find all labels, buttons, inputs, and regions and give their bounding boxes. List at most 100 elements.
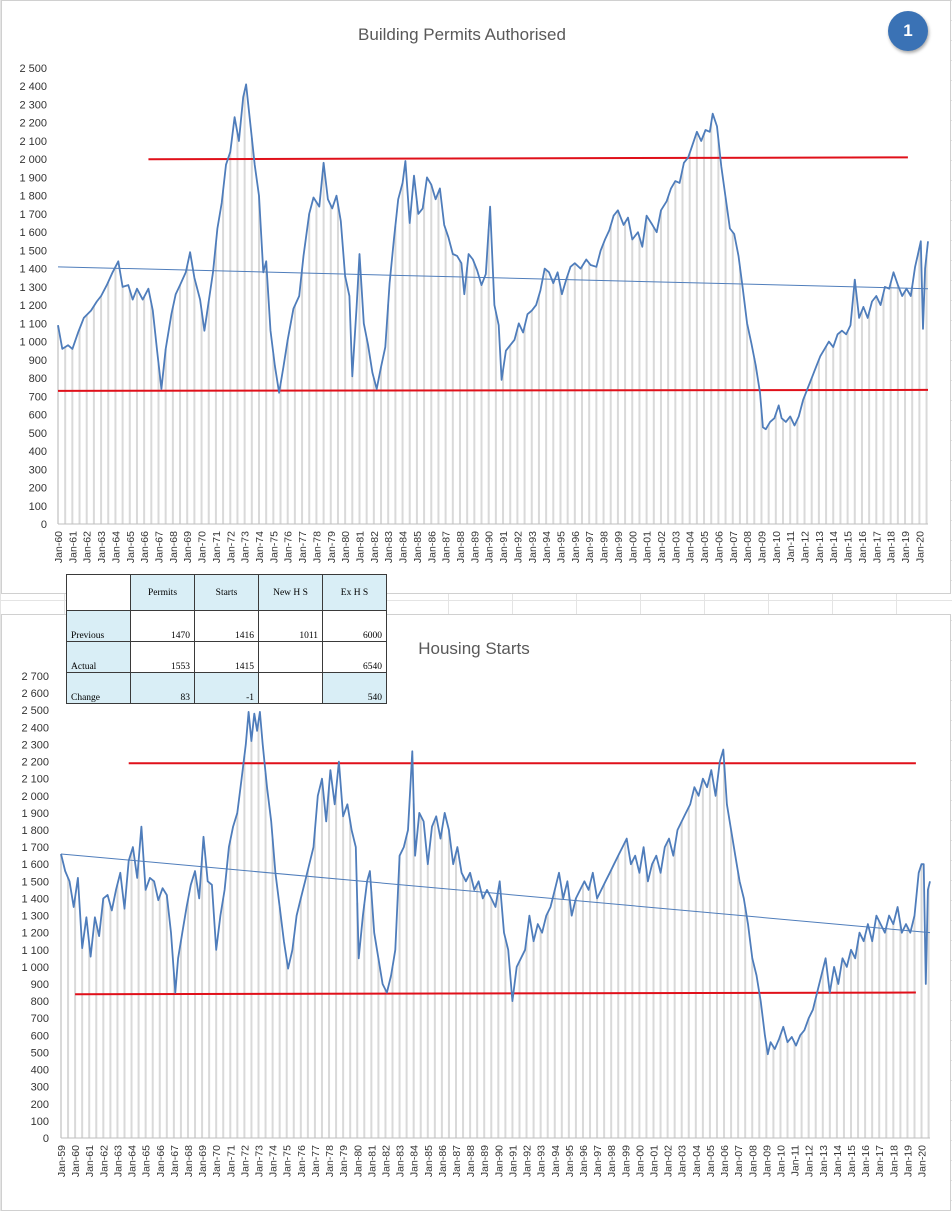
y-tick-label: 1 100 (19, 318, 47, 330)
data-bar (299, 898, 302, 1138)
data-bar (172, 972, 175, 1138)
y-tick-label: 2 500 (21, 705, 49, 717)
y-tick-label: 600 (31, 1030, 49, 1042)
data-bar (158, 896, 161, 1138)
y-tick-label: 2 600 (21, 688, 49, 700)
x-tick-label: Jan-60 (53, 531, 65, 563)
data-bar (408, 223, 411, 525)
y-tick-label: 300 (31, 1082, 49, 1094)
data-bar (832, 347, 835, 524)
x-tick-label: Jan-62 (82, 531, 94, 563)
data-bar (85, 314, 88, 524)
data-bar (384, 989, 387, 1138)
data-bar (473, 263, 476, 524)
data-bar (638, 237, 641, 525)
data-bar (539, 929, 542, 1138)
x-tick-label: Jan-74 (254, 531, 266, 563)
data-bar (744, 907, 747, 1138)
data-bar (329, 205, 332, 524)
data-bar (532, 941, 535, 1138)
x-tick-label: Jan-96 (570, 531, 582, 563)
y-tick-label: 2 200 (21, 757, 49, 769)
x-tick-label: Jan-83 (395, 1145, 407, 1177)
x-tick-label: Jan-91 (498, 531, 510, 563)
x-tick-label: Jan-77 (310, 1145, 322, 1177)
data-bar (609, 225, 612, 525)
y-tick-label: 2 000 (21, 791, 49, 803)
data-bar (423, 198, 426, 524)
y-tick-label: 2 500 (19, 63, 47, 75)
data-bar (645, 215, 648, 524)
stats-cell: 83 (130, 672, 195, 704)
x-tick-label: Jan-04 (691, 1145, 703, 1177)
data-bar (165, 895, 168, 1138)
y-tick-label: 1 900 (21, 808, 49, 820)
data-bar (502, 370, 505, 524)
data-bar (667, 196, 670, 524)
data-bar (825, 346, 828, 524)
x-tick-label: Jan-93 (536, 1145, 548, 1177)
data-bar (875, 296, 878, 524)
x-tick-label: Jan-06 (713, 531, 725, 563)
stats-cell: 6000 (322, 610, 387, 642)
data-bar (800, 1033, 803, 1138)
x-tick-label: Jan-67 (169, 1145, 181, 1177)
chart-building-permits-svg: Building Permits Authorised 0 100 200 300 400… (19, 25, 929, 563)
chart-title: Housing Starts (418, 639, 530, 658)
x-tick-label: Jan-13 (814, 531, 826, 563)
data-bar (264, 772, 267, 1138)
data-bar (469, 872, 472, 1138)
data-bar (451, 254, 454, 524)
y-tick-label: 1 300 (21, 911, 49, 923)
data-bar (573, 263, 576, 524)
stats-header-corner (66, 574, 131, 611)
data-bar (186, 899, 189, 1138)
data-bar (617, 855, 620, 1138)
data-bar (730, 830, 733, 1138)
y-tick-label: 1 200 (21, 928, 49, 940)
data-bar (380, 367, 383, 524)
y-tick-label: 1 600 (19, 227, 47, 239)
stats-cell: 1416 (194, 610, 259, 642)
data-bar (78, 328, 81, 524)
chart-title: Building Permits Authorised (358, 25, 566, 44)
data-bar (57, 325, 59, 524)
data-bar (458, 260, 461, 524)
data-bar (889, 283, 892, 524)
y-tick-label: 1 400 (19, 264, 47, 276)
data-bar (351, 376, 354, 524)
chart-building-permits[interactable]: Building Permits Authorised 0 100 200 300 400… (1, 0, 951, 594)
data-bar (927, 887, 930, 1138)
data-bar (150, 303, 153, 524)
x-tick-label: Jan-80 (352, 1145, 364, 1177)
x-tick-label: Jan-02 (656, 531, 668, 563)
y-tick-label: 1 000 (21, 962, 49, 974)
data-bar (257, 195, 260, 524)
data-bar (447, 830, 450, 1138)
y-tick-label: 2 100 (19, 136, 47, 148)
data-bar (243, 90, 246, 525)
data-bar (860, 310, 863, 524)
x-tick-label: Jan-59 (56, 1145, 68, 1177)
x-tick-label: Jan-64 (110, 531, 122, 563)
y-tick-label: 1 500 (21, 876, 49, 888)
data-bar (724, 197, 727, 524)
data-bar (121, 286, 124, 524)
x-tick-label: Jan-89 (469, 531, 481, 563)
data-bar (278, 907, 281, 1138)
x-tick-label: Jan-72 (225, 531, 237, 563)
x-tick-label: Jan-79 (326, 531, 338, 563)
data-bar (440, 830, 443, 1138)
data-bar (603, 884, 606, 1138)
data-bar (835, 978, 838, 1138)
chart-housing-starts[interactable]: Housing Starts 0 100 200 300 400 500 600 700 800 9… (1, 614, 951, 1211)
x-tick-label: Jan-97 (584, 531, 596, 563)
data-bar (882, 292, 885, 524)
x-tick-label: Jan-15 (843, 531, 855, 563)
data-bar (652, 227, 655, 524)
data-bar (694, 790, 697, 1138)
x-tick-label: Jan-75 (268, 531, 280, 563)
data-bar (157, 363, 160, 524)
y-tick-label: 800 (31, 996, 49, 1008)
x-tick-label: Jan-74 (268, 1145, 280, 1177)
